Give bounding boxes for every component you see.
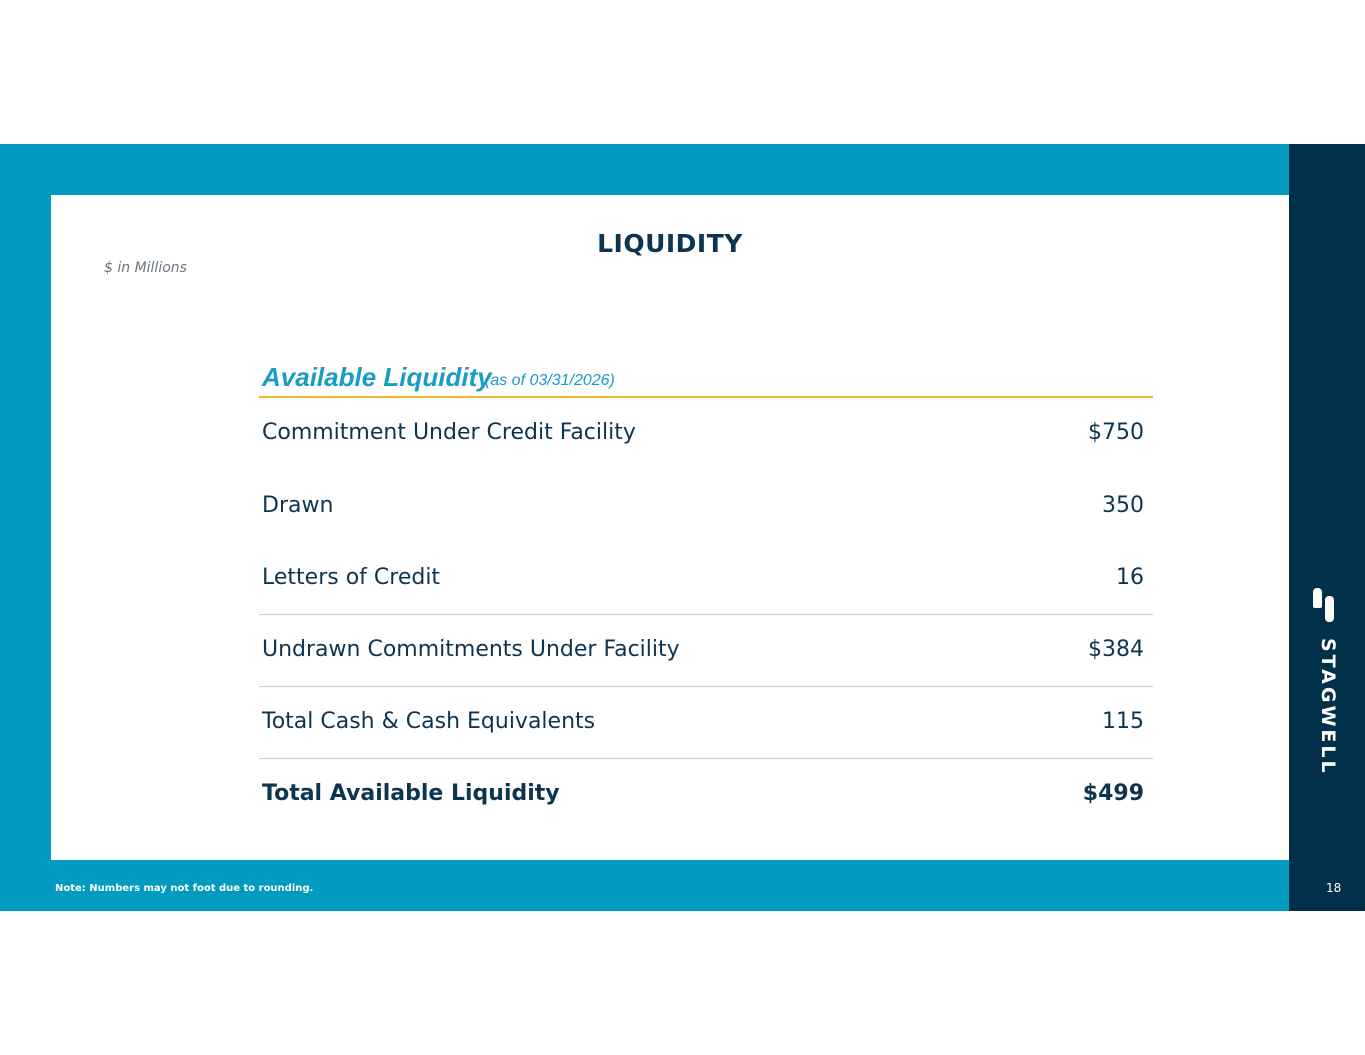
- row-value: $499: [1082, 781, 1144, 806]
- page-title: LIQUIDITY: [597, 229, 743, 258]
- row-label: Letters of Credit: [262, 565, 441, 590]
- row-label: Undrawn Commitments Under Facility: [262, 637, 680, 662]
- footnote: Note: Numbers may not foot due to roundi…: [55, 883, 314, 894]
- slide-frame: LIQUIDITY $ in Millions Available Liquid…: [0, 144, 1365, 911]
- table-heading-date: (as of 03/31/2026): [485, 372, 615, 389]
- row-value: 16: [1116, 565, 1144, 590]
- row-value: $384: [1088, 637, 1144, 662]
- row-label: Commitment Under Credit Facility: [262, 420, 636, 445]
- table-row: Letters of Credit 16: [259, 543, 1153, 615]
- row-label: Total Cash & Cash Equivalents: [262, 709, 596, 734]
- stagwell-logo: STAGWELL: [1311, 588, 1347, 776]
- row-value: 350: [1102, 493, 1144, 518]
- brand-sidebar: [1289, 144, 1365, 911]
- table-row: Total Cash & Cash Equivalents 115: [259, 687, 1153, 759]
- liquidity-table: Available Liquidity (as of 03/31/2026) C…: [259, 360, 1153, 831]
- table-row: Drawn 350: [259, 471, 1153, 543]
- table-row-total: Total Available Liquidity $499: [259, 759, 1153, 831]
- unit-note: $ in Millions: [104, 260, 187, 276]
- row-label: Total Available Liquidity: [262, 781, 560, 806]
- row-label: Drawn: [262, 493, 334, 518]
- content-panel: LIQUIDITY $ in Millions Available Liquid…: [51, 195, 1289, 860]
- stagwell-logo-icon: [1313, 588, 1343, 622]
- row-value: $750: [1088, 420, 1144, 445]
- table-row: Undrawn Commitments Under Facility $384: [259, 615, 1153, 687]
- table-row: Commitment Under Credit Facility $750: [259, 398, 1153, 471]
- table-heading-title: Available Liquidity: [262, 362, 492, 392]
- brand-name: STAGWELL: [1317, 638, 1339, 776]
- page-number: 18: [1326, 881, 1342, 895]
- row-value: 115: [1102, 709, 1144, 734]
- table-heading: Available Liquidity (as of 03/31/2026): [259, 360, 1153, 398]
